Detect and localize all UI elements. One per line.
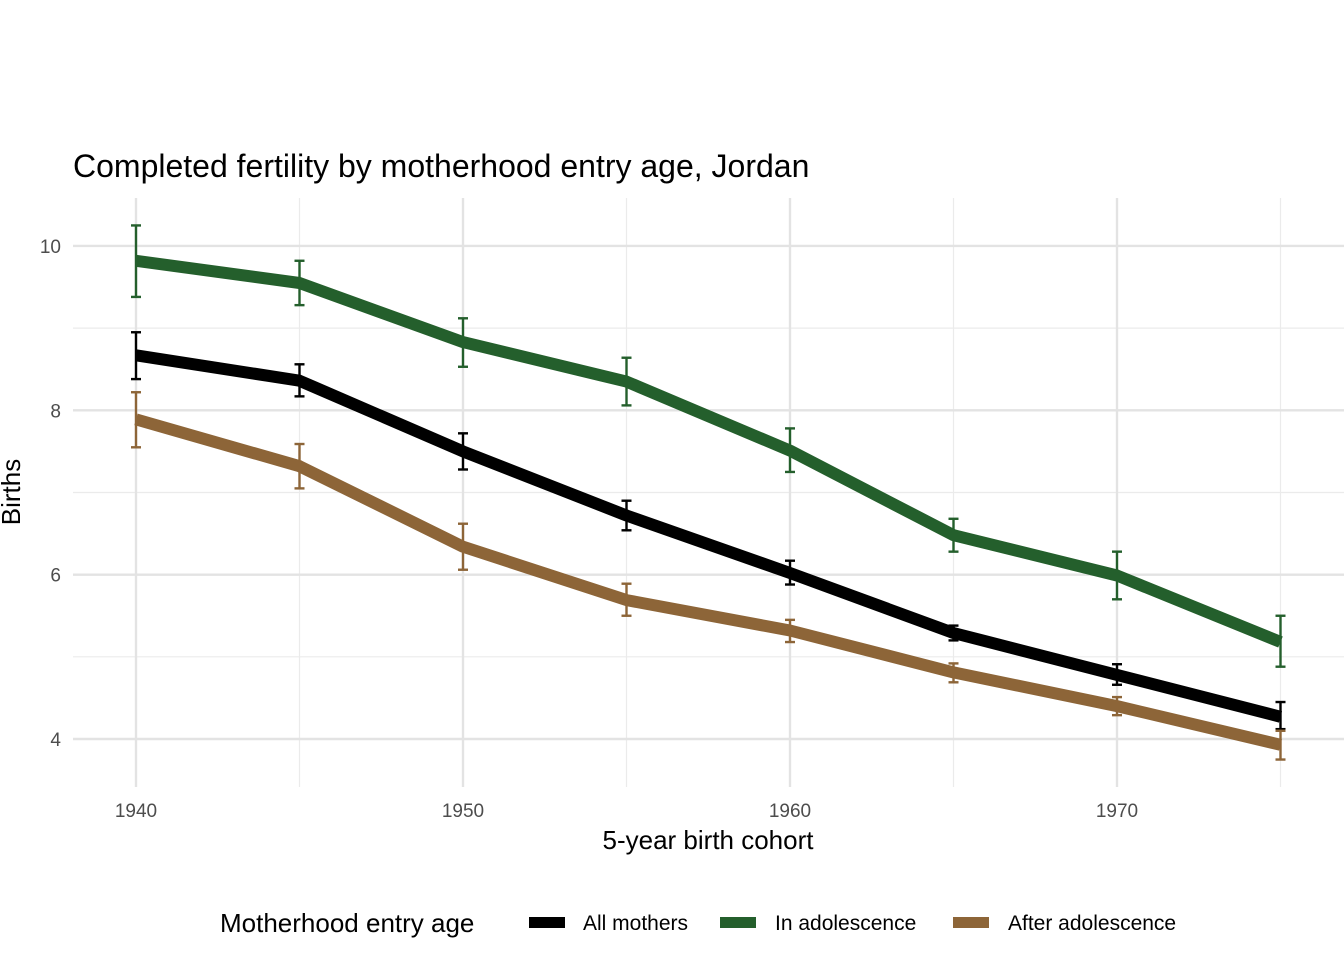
y-axis-label: Births	[0, 459, 26, 525]
series-line-all-mothers	[135, 349, 1282, 723]
legend-label-after-adolescence: After adolescence	[1008, 912, 1176, 935]
y-axis-ticks: 4 6 8 10	[40, 237, 62, 751]
legend-item-after-adolescence: After adolescence	[953, 912, 1176, 935]
legend-title: Motherhood entry age	[220, 908, 474, 938]
series-line-after-adolescence	[134, 413, 1282, 751]
y-tick-label: 4	[50, 730, 61, 751]
legend-label-all-mothers: All mothers	[583, 912, 688, 935]
x-tick-label: 1940	[115, 801, 157, 822]
legend-item-all-mothers: All mothers	[529, 912, 688, 935]
grid	[73, 198, 1344, 787]
legend-item-in-adolescence: In adolescence	[720, 912, 916, 935]
y-tick-label: 6	[50, 566, 61, 587]
x-axis-ticks: 1940 1950 1960 1970	[115, 801, 1138, 822]
x-tick-label: 1970	[1096, 801, 1138, 822]
legend-key-in-adolescence	[720, 917, 756, 928]
series-lines	[134, 254, 1283, 751]
x-tick-label: 1960	[769, 801, 811, 822]
chart-title: Completed fertility by motherhood entry …	[73, 148, 809, 184]
x-axis-label: 5-year birth cohort	[603, 825, 815, 855]
legend-key-after-adolescence	[953, 917, 989, 928]
error-bar-after-adolescence	[1275, 729, 1286, 761]
legend-label-in-adolescence: In adolescence	[775, 912, 916, 935]
y-tick-label: 10	[40, 237, 61, 258]
x-tick-label: 1950	[442, 801, 484, 822]
series-line-in-adolescence	[135, 254, 1283, 648]
legend: Motherhood entry age All mothers In adol…	[220, 908, 1176, 938]
y-tick-label: 8	[50, 401, 61, 422]
legend-key-all-mothers	[529, 917, 565, 928]
